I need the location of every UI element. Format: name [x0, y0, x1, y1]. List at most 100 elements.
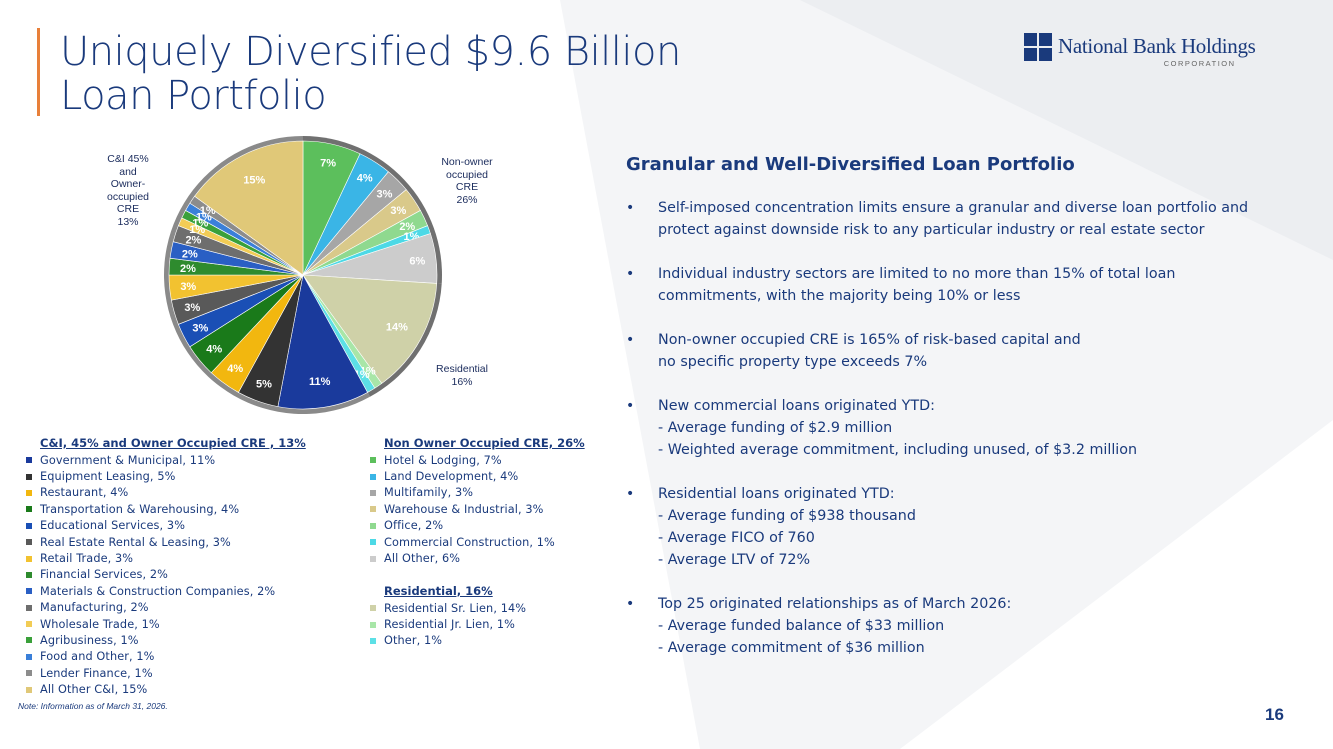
legend-label: Land Development, 4% — [384, 470, 519, 484]
legend-swatch — [26, 457, 32, 464]
title-accent-bar — [37, 28, 40, 116]
bullet-item: • Individual industry sectors are limited… — [626, 263, 1306, 307]
pie-slice-label: 6% — [409, 256, 425, 268]
pie-group-label-line: Owner- — [110, 178, 146, 190]
legend-swatch — [26, 473, 32, 480]
bullet-text: Residential loans originated YTD: — [658, 486, 895, 502]
pie-slice-label: 15% — [243, 174, 265, 186]
section-title: Granular and Well-Diversified Loan Portf… — [626, 154, 1075, 175]
bullet-item: • Self-imposed concentration limits ensur… — [626, 197, 1306, 241]
pie-slice-label: 2% — [182, 248, 198, 260]
legend-item: All Other, 6% — [370, 550, 585, 566]
legend-res-header: Residential, 16% — [384, 584, 493, 598]
bullet-dot-icon: • — [626, 486, 635, 502]
legend-item: Land Development, 4% — [370, 468, 585, 484]
bullet-dot-icon: • — [626, 596, 635, 612]
bullet-text: Non-owner occupied CRE is 165% of risk-b… — [658, 332, 1081, 348]
page-number: 16 — [1265, 705, 1284, 724]
legend-ci-column: C&I, 45% and Owner Occupied CRE , 13% Go… — [26, 435, 306, 698]
legend-label: Office, 2% — [384, 519, 444, 533]
legend-item: Office, 2% — [370, 518, 585, 534]
pie-group-label-line: occupied — [106, 190, 150, 203]
legend-label: Educational Services, 3% — [40, 519, 186, 533]
legend-item: Retail Trade, 3% — [26, 550, 306, 566]
legend-swatch — [26, 604, 32, 611]
legend-label: Food and Other, 1% — [40, 650, 155, 664]
legend-cre-column: Non Owner Occupied CRE, 26% Hotel & Lodg… — [370, 435, 585, 567]
bullet-text: Individual industry sectors are limited … — [658, 266, 1176, 282]
legend-item: Residential Sr. Lien, 14% — [370, 600, 526, 616]
logo-mark-icon — [1024, 33, 1052, 61]
legend-label: Residential Jr. Lien, 1% — [384, 618, 515, 632]
legend-swatch — [370, 489, 376, 496]
pie-chart-area: 7% 4% 3% 3% 2% 1% 6% 14% 1% 1% 11% 5% 4% 4% 3% 3% 3% 2% 2%… — [0, 130, 620, 430]
legend-item: Wholesale Trade, 1% — [26, 616, 306, 632]
pie-group-label-line: 13% — [117, 215, 139, 228]
pie-slice-label: 5% — [256, 378, 272, 390]
legend-item: Restaurant, 4% — [26, 485, 306, 501]
legend-label: Agribusiness, 1% — [40, 633, 139, 647]
legend-swatch — [370, 457, 376, 464]
legend-label: Transportation & Warehousing, 4% — [40, 502, 240, 516]
pie-slice-label: 3% — [377, 189, 393, 201]
bullet-dot-icon: • — [626, 266, 635, 282]
legend-item: Government & Municipal, 11% — [26, 452, 306, 468]
pie-slice-label: 4% — [206, 343, 222, 355]
bullet-text: Top 25 originated relationships as of Ma… — [658, 596, 1012, 612]
pie-slice-label: 4% — [357, 173, 373, 185]
legend-label: Other, 1% — [384, 634, 443, 648]
legend-swatch — [370, 473, 376, 480]
bullet-subtext: - Average FICO of 760 — [658, 530, 815, 546]
legend-swatch — [26, 555, 32, 562]
legend-swatch — [370, 621, 376, 628]
legend-swatch — [26, 637, 32, 644]
legend-swatch — [26, 489, 32, 496]
pie-group-label-line: 16% — [451, 375, 473, 388]
legend-cre-header: Non Owner Occupied CRE, 26% — [384, 436, 585, 450]
legend-label: Government & Municipal, 11% — [40, 453, 216, 467]
slide-title: Uniquely Diversified $9.6 Billion Loan P… — [60, 30, 760, 118]
legend-item: Warehouse & Industrial, 3% — [370, 501, 585, 517]
pie-chart: 7%4%3%3%2%1%6%14%1%1%11%5%4%4%3%3%3%2%2%… — [164, 136, 442, 414]
pie-slice-label: 2% — [180, 263, 196, 275]
legend-label: Commercial Construction, 1% — [384, 535, 555, 549]
pie-slice-label: 3% — [390, 205, 406, 217]
bullet-subtext: - Average funding of $2.9 million — [658, 420, 893, 436]
legend-swatch — [26, 621, 32, 628]
bullet-subtext: - Average funding of $938 thousand — [658, 508, 916, 524]
legend-item: Residential Jr. Lien, 1% — [370, 616, 526, 632]
legend-label: Equipment Leasing, 5% — [40, 470, 176, 484]
legend-item: Manufacturing, 2% — [26, 600, 306, 616]
legend-label: Hotel & Lodging, 7% — [384, 453, 502, 467]
legend-swatch — [26, 539, 32, 546]
legend-label: Lender Finance, 1% — [40, 666, 153, 680]
bullet-dot-icon: • — [626, 200, 635, 216]
logo-subtitle: CORPORATION — [1163, 59, 1236, 68]
legend-ci-header: C&I, 45% and Owner Occupied CRE , 13% — [40, 436, 306, 450]
legend-swatch — [26, 571, 32, 578]
legend-swatch — [370, 637, 376, 644]
bullet-item: • Non-owner occupied CRE is 165% of risk-… — [626, 329, 1306, 373]
legend-swatch — [370, 555, 376, 562]
legend-label: All Other C&I, 15% — [40, 683, 148, 697]
legend-item: Real Estate Rental & Leasing, 3% — [26, 534, 306, 550]
bullet-item: • Residential loans originated YTD: - Aver… — [626, 483, 1306, 571]
slide-title-line2: Loan Portfolio — [60, 73, 327, 119]
legend-swatch — [26, 686, 32, 693]
legend-item: Agribusiness, 1% — [26, 632, 306, 648]
pie-slice-label: 2% — [399, 221, 415, 233]
pie-slice-label: 3% — [192, 322, 208, 334]
pie-group-label-line: Residential — [436, 363, 488, 375]
legend-item: Multifamily, 3% — [370, 485, 585, 501]
legend-res-column: Residential, 16% Residential Sr. Lien, 1… — [370, 583, 526, 649]
legend-label: Financial Services, 2% — [40, 568, 168, 582]
legend-swatch — [370, 506, 376, 513]
bullet-item: • Top 25 originated relationships as of M… — [626, 593, 1306, 659]
slide-title-line1: Uniquely Diversified $9.6 Billion — [60, 29, 681, 75]
legend-item: Financial Services, 2% — [26, 567, 306, 583]
pie-group-label-line: CRE — [455, 181, 479, 193]
bullet-dot-icon: • — [626, 398, 635, 414]
pie-slice-label: 3% — [184, 302, 200, 314]
pie-group-label-line: CRE — [116, 203, 140, 215]
bullet-subtext: protect against downside risk to any par… — [658, 222, 1205, 238]
